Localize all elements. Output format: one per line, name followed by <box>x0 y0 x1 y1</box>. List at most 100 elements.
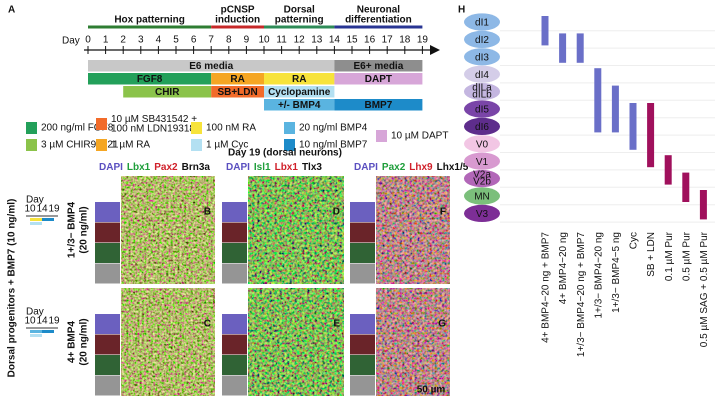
cell-label: V3 <box>476 209 489 220</box>
channel-tile <box>95 314 120 334</box>
cell-type <box>464 135 500 153</box>
day-label: 14 <box>329 35 341 46</box>
day-label: 9 <box>244 35 250 46</box>
phase-label: Dorsal <box>284 5 315 16</box>
media-bar <box>123 86 212 98</box>
phase-label: Neuronal <box>357 5 401 16</box>
legend-swatch <box>376 130 387 142</box>
schematic-tick: 19 <box>48 316 60 327</box>
condition-bar <box>611 85 619 133</box>
channel-tile <box>95 355 120 375</box>
media-label: DAPT <box>365 74 392 85</box>
cell-type <box>464 83 500 101</box>
media-bar <box>334 73 423 85</box>
legend-label: 10 µM DAPT <box>391 131 448 142</box>
legend-swatch <box>26 122 37 134</box>
legend-swatch <box>96 118 107 130</box>
cell-label: dI2 <box>475 35 489 46</box>
axis-label: Day <box>62 36 80 47</box>
condition-label: 1+/3− BMP4−20 ng + BMP7 <box>576 232 587 358</box>
media-label: SB+LDN <box>217 87 257 98</box>
media-label: FGF8 <box>137 74 163 85</box>
schematic-bar <box>30 218 42 221</box>
cell-label: MN <box>474 192 490 203</box>
cell-type <box>464 170 500 188</box>
channel-tile <box>95 263 120 284</box>
scale-label: 50 µm <box>417 385 446 396</box>
stain-header: DAPI Isl1 Lbx1 Tlx3 <box>226 162 322 173</box>
media-label: CHIR <box>155 87 180 98</box>
row-label: (20 ng/ml) <box>79 318 90 365</box>
condition-label: 1+/3− BMP4−5 ng <box>611 232 622 313</box>
channel-tile <box>350 202 375 222</box>
stain-name: DAPI <box>226 162 250 173</box>
cell-label: V0 <box>476 139 489 150</box>
legend-swatch <box>191 139 202 151</box>
media-label: +/- BMP4 <box>278 100 321 111</box>
micrograph <box>121 288 215 396</box>
cell-type <box>464 48 500 66</box>
condition-label: 1+/3− BMP4−20 ng <box>593 232 604 318</box>
cell-label: dILb <box>472 90 492 101</box>
schematic-tick: 14 <box>36 316 48 327</box>
axis-arrow <box>430 45 440 55</box>
schematic-tick: 19 <box>48 204 60 215</box>
media-bar <box>264 99 335 111</box>
condition-bar <box>576 33 584 63</box>
cell-label: V2b <box>473 177 491 188</box>
legend-swatch <box>284 139 295 151</box>
cell-label: V1 <box>476 157 489 168</box>
day-label: 17 <box>382 35 394 46</box>
condition-bar <box>647 103 655 168</box>
channel-tile <box>350 334 375 355</box>
condition-bar <box>699 190 707 220</box>
media-label: RA <box>230 74 244 85</box>
legend-label: 100 nM LDN193189 <box>111 123 201 134</box>
stain-header: DAPI Lbx1 Pax2 Brn3a <box>99 162 210 173</box>
phase-label: induction <box>215 15 260 26</box>
condition-bar <box>629 103 637 150</box>
cell-label: dI4 <box>475 70 489 81</box>
media-bar <box>264 73 335 85</box>
schematic-bar <box>30 334 42 337</box>
channel-tile <box>350 243 375 263</box>
stain-name: Isl1 <box>254 162 271 173</box>
legend-label: 20 ng/ml BMP4 <box>299 123 368 134</box>
row-label: 4+ BMP4 <box>67 321 78 363</box>
micrograph <box>248 176 344 284</box>
schematic-bar <box>42 218 54 221</box>
media-label: E6 media <box>189 61 233 72</box>
legend-swatch <box>26 139 37 151</box>
stain-name: Lbx1 <box>127 162 151 173</box>
day-label: 3 <box>138 35 144 46</box>
channel-tile <box>222 314 247 334</box>
day-label: 1 <box>103 35 109 46</box>
panel-letter: G <box>438 319 446 330</box>
row-label: 1+/3− BMP4 <box>67 201 78 258</box>
panel-letter: C <box>204 319 211 330</box>
day-label: 4 <box>156 35 162 46</box>
cell-label: dI3 <box>475 52 489 63</box>
scale-bar <box>418 400 444 403</box>
day-label: 19 <box>417 35 429 46</box>
micrograph <box>376 176 450 284</box>
schematic-tick: 14 <box>36 204 48 215</box>
schematic-day: Day <box>26 195 44 206</box>
panel-letter: B <box>204 207 211 218</box>
stain-name: Tlx3 <box>302 162 322 173</box>
legend-swatch <box>191 122 202 134</box>
channel-tile <box>222 243 247 263</box>
media-label: E6+ media <box>354 61 404 72</box>
day-label: 0 <box>85 35 91 46</box>
cell-label: dILa <box>472 83 492 94</box>
day-label: 5 <box>173 35 179 46</box>
cell-type <box>464 100 500 118</box>
cell-type <box>464 204 500 222</box>
day-label: 2 <box>120 35 126 46</box>
panel-letter: F <box>440 207 446 218</box>
stain-name: Pax2 <box>382 162 406 173</box>
stain-name: Lhx1/5 <box>437 162 469 173</box>
cell-label: V2a <box>473 170 491 181</box>
row-label: (20 ng/ml) <box>79 206 90 253</box>
